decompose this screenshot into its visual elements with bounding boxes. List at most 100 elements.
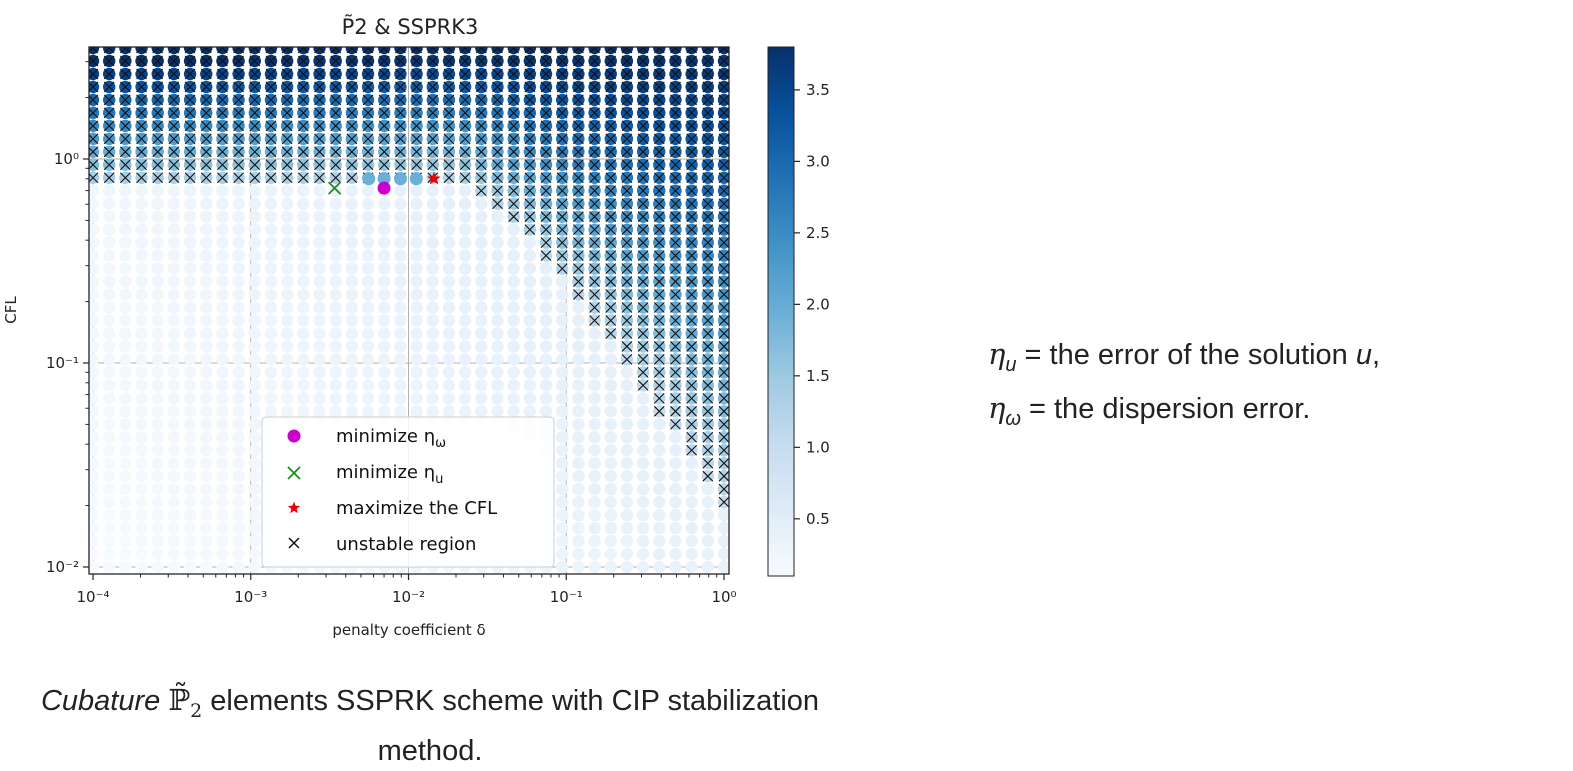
stable-point [345, 223, 359, 236]
stable-point [89, 262, 100, 275]
unstable-cross [718, 354, 729, 365]
unstable-cross [670, 315, 681, 326]
stable-point [442, 327, 456, 340]
unstable-cross [653, 392, 665, 404]
unstable-point [588, 47, 601, 55]
unstable-cross [378, 107, 390, 119]
stable-point [151, 521, 164, 535]
stable-point [200, 482, 213, 496]
unstable-cross [475, 146, 487, 158]
unstable-cross [217, 172, 228, 184]
unstable-cross [89, 146, 99, 158]
stable-point [507, 366, 520, 379]
stable-point [183, 249, 197, 262]
unstable-cross [395, 68, 406, 80]
stable-point [345, 288, 359, 301]
stable-point [232, 236, 245, 249]
stable-point [232, 405, 245, 418]
unstable-cross [265, 133, 277, 145]
stable-point [216, 249, 229, 262]
stable-point [604, 392, 617, 405]
stable-point [119, 405, 132, 418]
unstable-cross [492, 185, 503, 197]
stable-point [167, 275, 181, 288]
stable-point [588, 495, 601, 509]
unstable-cross [152, 47, 164, 54]
unstable-cross [152, 55, 164, 67]
stable-point [539, 366, 553, 379]
unstable-cross [702, 418, 714, 430]
stable-point [200, 508, 213, 522]
unstable-cross [702, 392, 714, 404]
stable-point [167, 288, 181, 301]
unstable-cross [670, 328, 681, 339]
stable-point [151, 366, 164, 379]
stable-point [426, 236, 439, 249]
stable-point [378, 301, 391, 314]
stable-point [216, 469, 229, 483]
unstable-cross [670, 185, 681, 197]
unstable-cross [524, 47, 536, 54]
unstable-cross [653, 302, 665, 313]
stable-point [329, 327, 342, 340]
unstable-cross [589, 237, 600, 249]
stable-point [119, 366, 132, 379]
unstable-cross [718, 366, 729, 378]
unstable-point [216, 47, 229, 55]
stable-point [620, 444, 634, 457]
unstable-cross [589, 276, 600, 287]
stable-point [361, 249, 375, 262]
stable-point [653, 508, 666, 522]
unstable-cross [702, 55, 714, 67]
stable-point [102, 249, 116, 262]
stable-point [539, 340, 553, 353]
unstable-cross [653, 276, 665, 287]
unstable-cross [686, 237, 698, 249]
unstable-cross [621, 146, 633, 158]
unstable-cross [119, 68, 131, 80]
stable-point [475, 197, 488, 210]
unstable-cross [443, 68, 455, 80]
unstable-cross [589, 146, 600, 158]
unstable-cross [459, 120, 471, 132]
stable-point [297, 327, 310, 340]
stable-point [556, 418, 569, 431]
stable-point [280, 340, 294, 353]
stable-point [313, 379, 326, 392]
unstable-cross [621, 198, 633, 210]
stable-point [491, 392, 504, 405]
stable-point [588, 469, 601, 483]
stable-point [216, 457, 229, 470]
stable-point [151, 534, 164, 548]
stable-point [636, 457, 650, 470]
unstable-cross [249, 133, 261, 145]
unstable-point [313, 47, 326, 55]
stable-point [248, 379, 261, 392]
unstable-cross [556, 159, 568, 171]
stable-point [475, 327, 488, 340]
stable-point [539, 288, 553, 301]
y-tick-label: 10⁰ [54, 150, 79, 168]
stable-point [297, 366, 310, 379]
unstable-cross [524, 172, 536, 184]
stable-point [361, 197, 375, 210]
stable-point [167, 482, 181, 496]
unstable-cross [281, 172, 293, 184]
stable-point [604, 495, 617, 509]
stable-point [248, 262, 261, 275]
stable-point [604, 366, 617, 379]
stable-point [313, 392, 326, 405]
stable-point [102, 392, 116, 405]
stable-point [232, 444, 245, 457]
stable-point [102, 366, 116, 379]
unstable-point [232, 47, 245, 55]
stable-point [232, 262, 245, 275]
unstable-cross [524, 224, 536, 236]
stable-point [669, 444, 682, 457]
unstable-cross [670, 120, 681, 132]
unstable-cross [686, 302, 698, 313]
unstable-cross [475, 94, 487, 106]
stable-point [167, 223, 181, 236]
stable-point [345, 392, 359, 405]
unstable-point [556, 47, 569, 55]
